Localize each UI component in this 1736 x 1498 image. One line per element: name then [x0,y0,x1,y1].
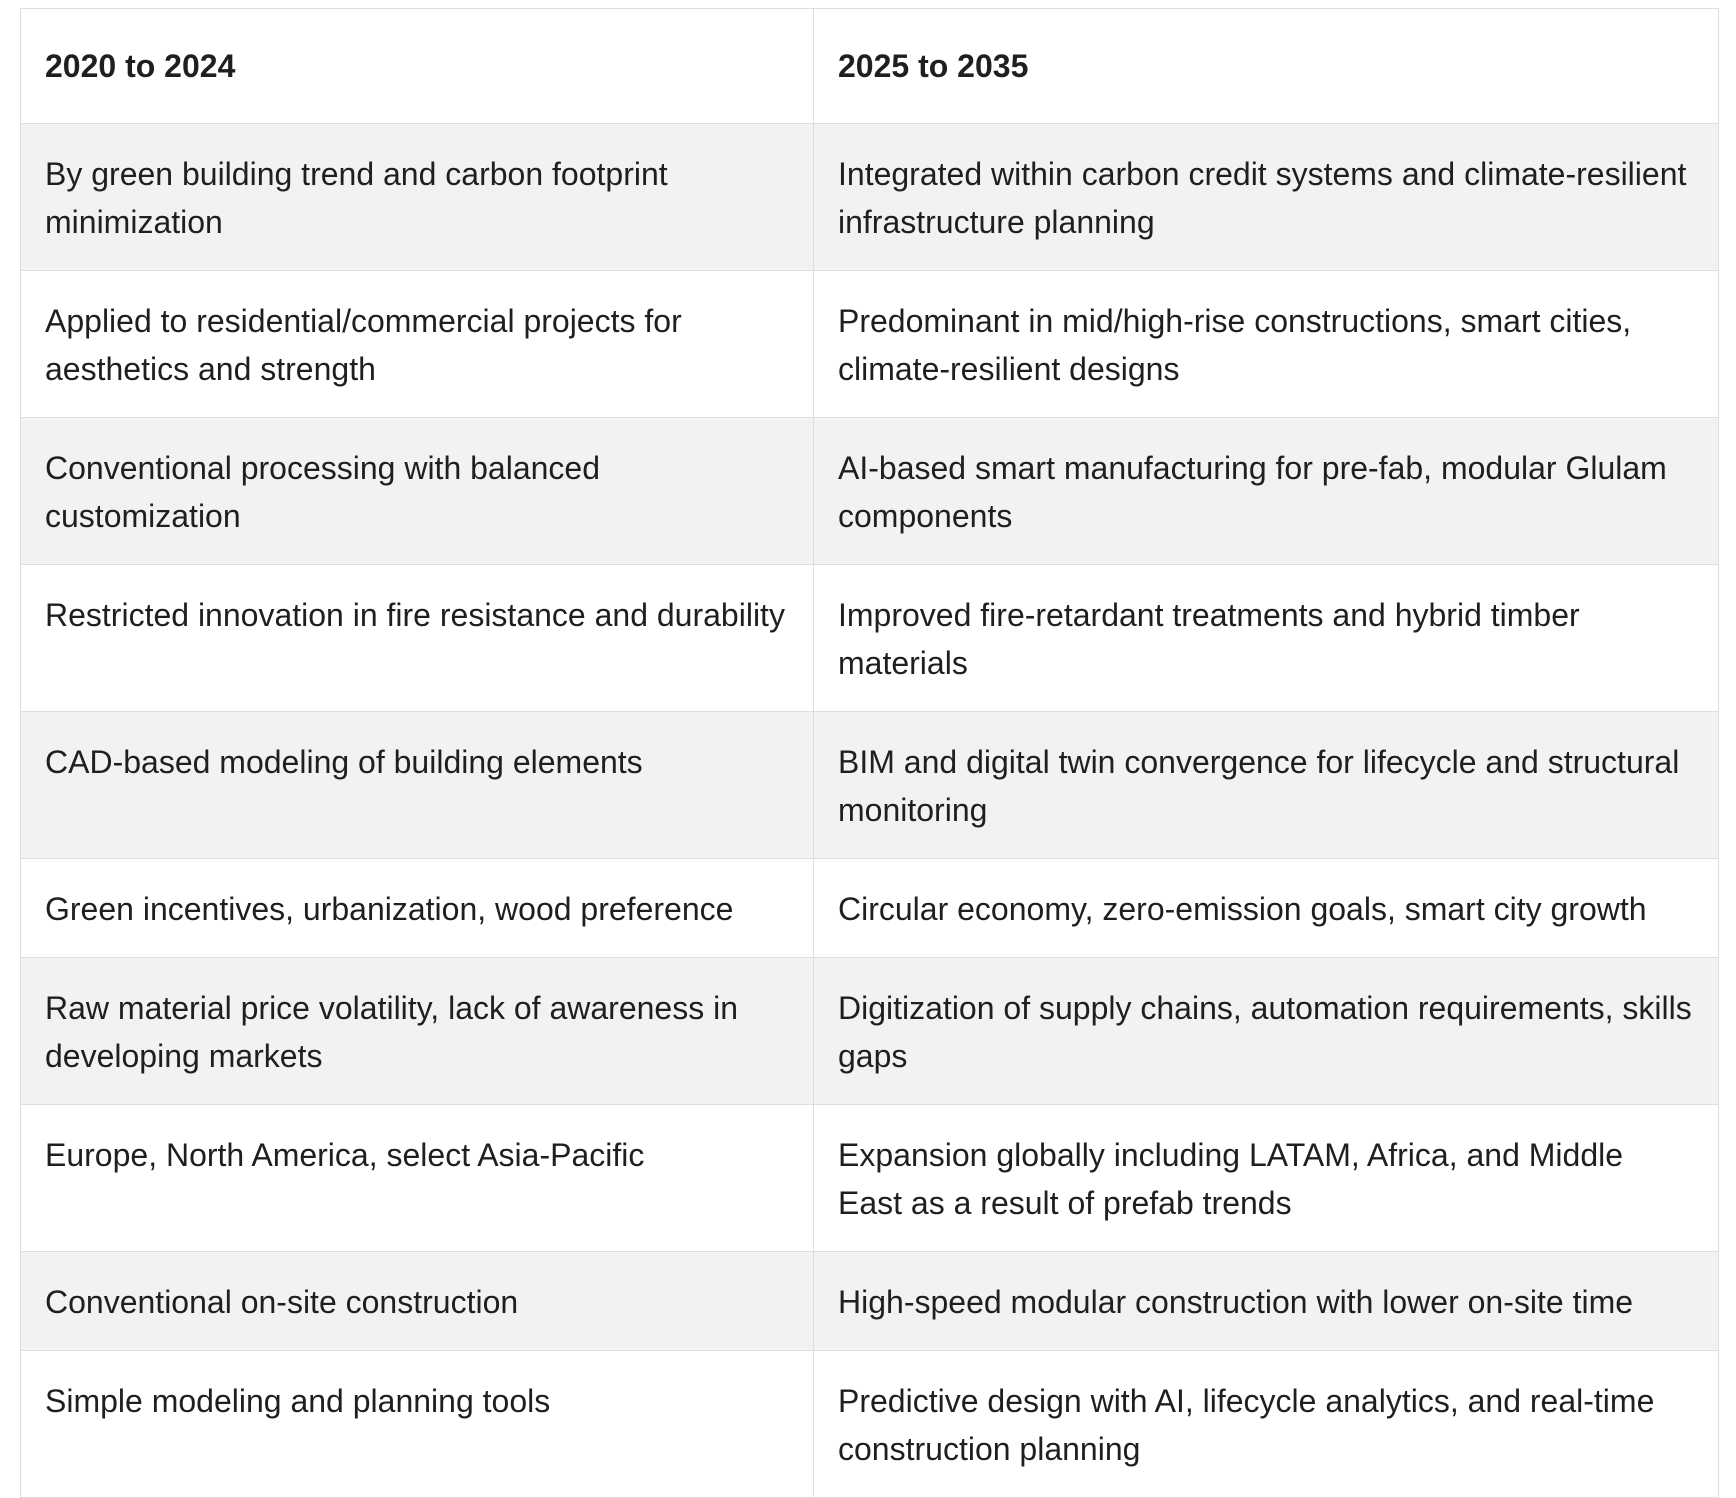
cell-2025-2035: Digitization of supply chains, automatio… [813,957,1719,1105]
table-row: Simple modeling and planning tools Predi… [20,1350,1719,1498]
cell-2020-2024: Green incentives, urbanization, wood pre… [20,858,814,958]
cell-2025-2035: Expansion globally including LATAM, Afri… [813,1104,1719,1252]
cell-2020-2024: Restricted innovation in fire resistance… [20,564,814,712]
cell-2025-2035: Predictive design with AI, lifecycle ana… [813,1350,1719,1498]
cell-2020-2024: Applied to residential/commercial projec… [20,270,814,418]
cell-2020-2024: Simple modeling and planning tools [20,1350,814,1498]
cell-2025-2035: Circular economy, zero-emission goals, s… [813,858,1719,958]
cell-2020-2024: Conventional processing with balanced cu… [20,417,814,565]
cell-2020-2024: By green building trend and carbon footp… [20,123,814,271]
table-header-row: 2020 to 2024 2025 to 2035 [20,8,1719,124]
table-row: Europe, North America, select Asia-Pacif… [20,1104,1719,1252]
cell-2025-2035: AI-based smart manufacturing for pre-fab… [813,417,1719,565]
table-row: Conventional on-site construction High-s… [20,1251,1719,1351]
table-row: By green building trend and carbon footp… [20,123,1719,271]
header-2025-2035: 2025 to 2035 [813,8,1719,124]
table-row: Raw material price volatility, lack of a… [20,957,1719,1105]
table-row: Applied to residential/commercial projec… [20,270,1719,418]
cell-2020-2024: Raw material price volatility, lack of a… [20,957,814,1105]
comparison-table-container: 2020 to 2024 2025 to 2035 By green build… [20,8,1719,1498]
table-row: Restricted innovation in fire resistance… [20,564,1719,712]
table-row: Conventional processing with balanced cu… [20,417,1719,565]
cell-2025-2035: Improved fire-retardant treatments and h… [813,564,1719,712]
cell-2020-2024: Conventional on-site construction [20,1251,814,1351]
cell-2020-2024: Europe, North America, select Asia-Pacif… [20,1104,814,1252]
comparison-table: 2020 to 2024 2025 to 2035 By green build… [20,8,1719,1498]
cell-2025-2035: BIM and digital twin convergence for lif… [813,711,1719,859]
cell-2025-2035: Integrated within carbon credit systems … [813,123,1719,271]
table-row: CAD-based modeling of building elements … [20,711,1719,859]
cell-2020-2024: CAD-based modeling of building elements [20,711,814,859]
table-row: Green incentives, urbanization, wood pre… [20,858,1719,958]
cell-2025-2035: High-speed modular construction with low… [813,1251,1719,1351]
header-2020-2024: 2020 to 2024 [20,8,814,124]
cell-2025-2035: Predominant in mid/high-rise constructio… [813,270,1719,418]
